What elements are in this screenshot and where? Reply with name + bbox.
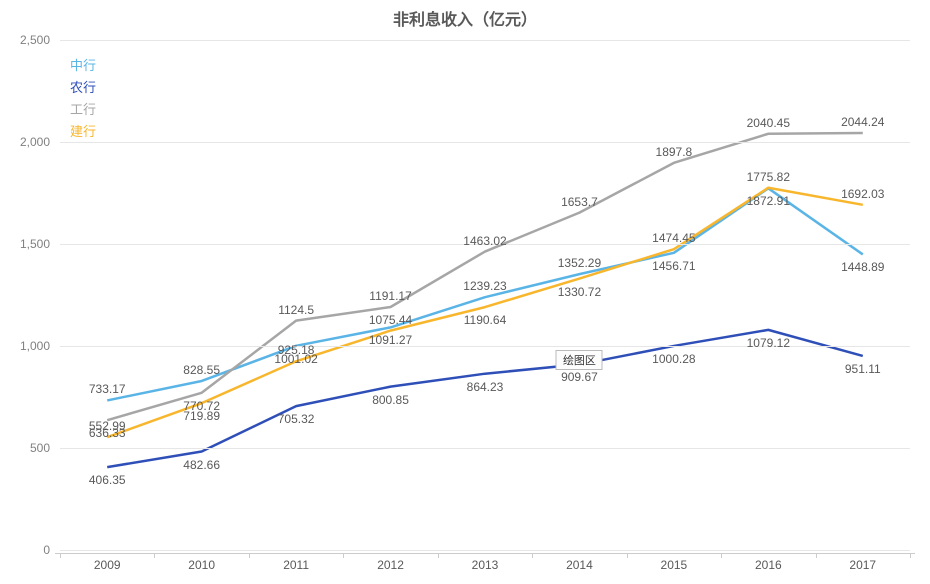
x-axis-label: 2014 (566, 558, 593, 572)
legend: 中行农行工行建行 (70, 55, 96, 143)
x-axis-tick (249, 554, 250, 558)
x-axis-tick (532, 554, 533, 558)
x-axis-tick (60, 554, 61, 558)
legend-item-中行: 中行 (70, 55, 96, 77)
x-axis-tick (910, 554, 911, 558)
gridline (60, 142, 910, 143)
series-line-农行 (107, 330, 863, 467)
series-line-工行 (107, 133, 863, 420)
y-axis-label: 500 (30, 441, 60, 455)
gridline (60, 448, 910, 449)
gridline (60, 40, 910, 41)
x-axis-tick (816, 554, 817, 558)
y-axis-label: 1,500 (20, 237, 60, 251)
y-axis-label: 0 (43, 543, 60, 557)
y-axis-label: 2,500 (20, 33, 60, 47)
y-axis-label: 1,000 (20, 339, 60, 353)
tooltip: 绘图区 (556, 350, 603, 370)
plot-area: 05001,0001,5002,0002,5002009201020112012… (60, 40, 910, 550)
x-axis-label: 2010 (188, 558, 215, 572)
legend-item-建行: 建行 (70, 121, 96, 143)
x-axis-tick (721, 554, 722, 558)
x-axis-label: 2013 (472, 558, 499, 572)
series-line-中行 (107, 188, 863, 400)
x-axis-label: 2009 (94, 558, 121, 572)
x-axis-label: 2012 (377, 558, 404, 572)
series-line-建行 (107, 188, 863, 437)
x-axis-label: 2015 (661, 558, 688, 572)
x-axis-label: 2011 (283, 558, 309, 572)
legend-item-工行: 工行 (70, 99, 96, 121)
gridline (60, 244, 910, 245)
line-chart: 非利息收入（亿元） 05001,0001,5002,0002,500200920… (0, 0, 930, 584)
chart-lines-svg (60, 40, 910, 550)
chart-title: 非利息收入（亿元） (0, 6, 930, 30)
x-axis-tick (627, 554, 628, 558)
x-axis-label: 2017 (849, 558, 876, 572)
x-axis-tick (343, 554, 344, 558)
gridline (60, 550, 910, 551)
y-axis-label: 2,000 (20, 135, 60, 149)
x-axis-tick (154, 554, 155, 558)
legend-item-农行: 农行 (70, 77, 96, 99)
x-axis-line (55, 553, 915, 554)
x-axis-tick (438, 554, 439, 558)
x-axis-label: 2016 (755, 558, 782, 572)
gridline (60, 346, 910, 347)
